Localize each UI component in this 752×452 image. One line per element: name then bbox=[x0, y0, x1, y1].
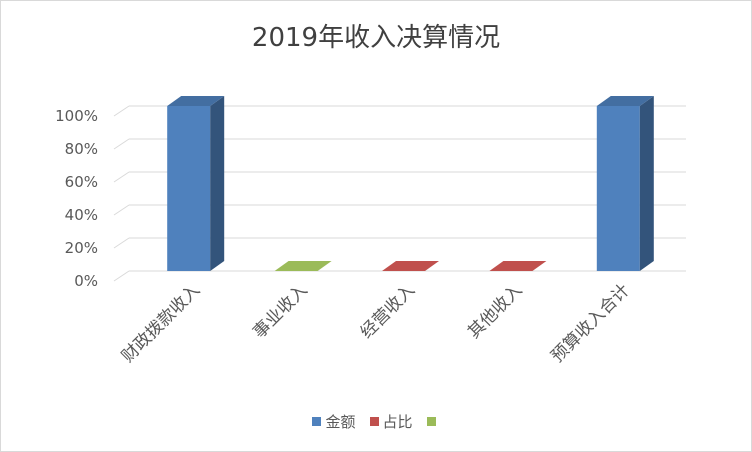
bar-side bbox=[210, 96, 225, 271]
y-tick-label: 20% bbox=[65, 239, 98, 257]
gridline-side bbox=[113, 171, 130, 183]
y-tick-label: 40% bbox=[65, 206, 98, 224]
chart-title: 2019年收入决算情况 bbox=[252, 23, 500, 53]
x-tick-label: 财政拨款收入 bbox=[118, 280, 204, 366]
y-tick-label: 100% bbox=[55, 107, 98, 125]
bar-top bbox=[596, 96, 654, 106]
x-tick-label: 经营收入 bbox=[357, 280, 419, 342]
legend-item-third bbox=[426, 411, 440, 432]
bar-0 bbox=[167, 96, 225, 271]
legend: 金额 占比 bbox=[1, 411, 751, 432]
x-axis-labels: 财政拨款收入 事业收入 经营收入 其他收入 预算收入合计 bbox=[118, 280, 634, 366]
legend-item-amount: 金额 bbox=[312, 411, 356, 432]
bar-3 bbox=[489, 261, 547, 271]
gridline-side bbox=[113, 204, 130, 216]
legend-swatch-third bbox=[426, 417, 436, 426]
bar-side bbox=[639, 96, 654, 271]
gridline-side bbox=[113, 105, 130, 117]
y-axis-labels: 0% 20% 40% 60% 80% 100% bbox=[55, 107, 98, 290]
bars bbox=[167, 96, 654, 271]
bar-top bbox=[167, 96, 225, 106]
bar-1 bbox=[274, 261, 332, 271]
bar-2 bbox=[382, 261, 439, 271]
legend-swatch-ratio bbox=[369, 417, 379, 426]
bar-4 bbox=[596, 96, 654, 271]
bar-top bbox=[274, 261, 332, 271]
y-tick-label: 60% bbox=[65, 173, 98, 191]
gridline-side bbox=[113, 270, 130, 282]
bar-front bbox=[167, 106, 211, 271]
gridline-side bbox=[113, 237, 130, 249]
legend-swatch-amount bbox=[312, 417, 322, 426]
x-tick-label: 预算收入合计 bbox=[548, 280, 634, 366]
legend-label-ratio: 占比 bbox=[382, 413, 413, 431]
gridline-side bbox=[113, 138, 130, 150]
y-tick-label: 0% bbox=[74, 272, 98, 290]
bar-front bbox=[596, 106, 640, 271]
legend-item-ratio: 占比 bbox=[369, 411, 413, 432]
y-tick-label: 80% bbox=[65, 140, 98, 158]
bar-top bbox=[489, 261, 547, 271]
legend-label-amount: 金额 bbox=[325, 413, 356, 431]
x-tick-label: 其他收入 bbox=[464, 280, 526, 342]
bar-top bbox=[382, 261, 439, 271]
x-tick-label: 事业收入 bbox=[249, 280, 311, 342]
